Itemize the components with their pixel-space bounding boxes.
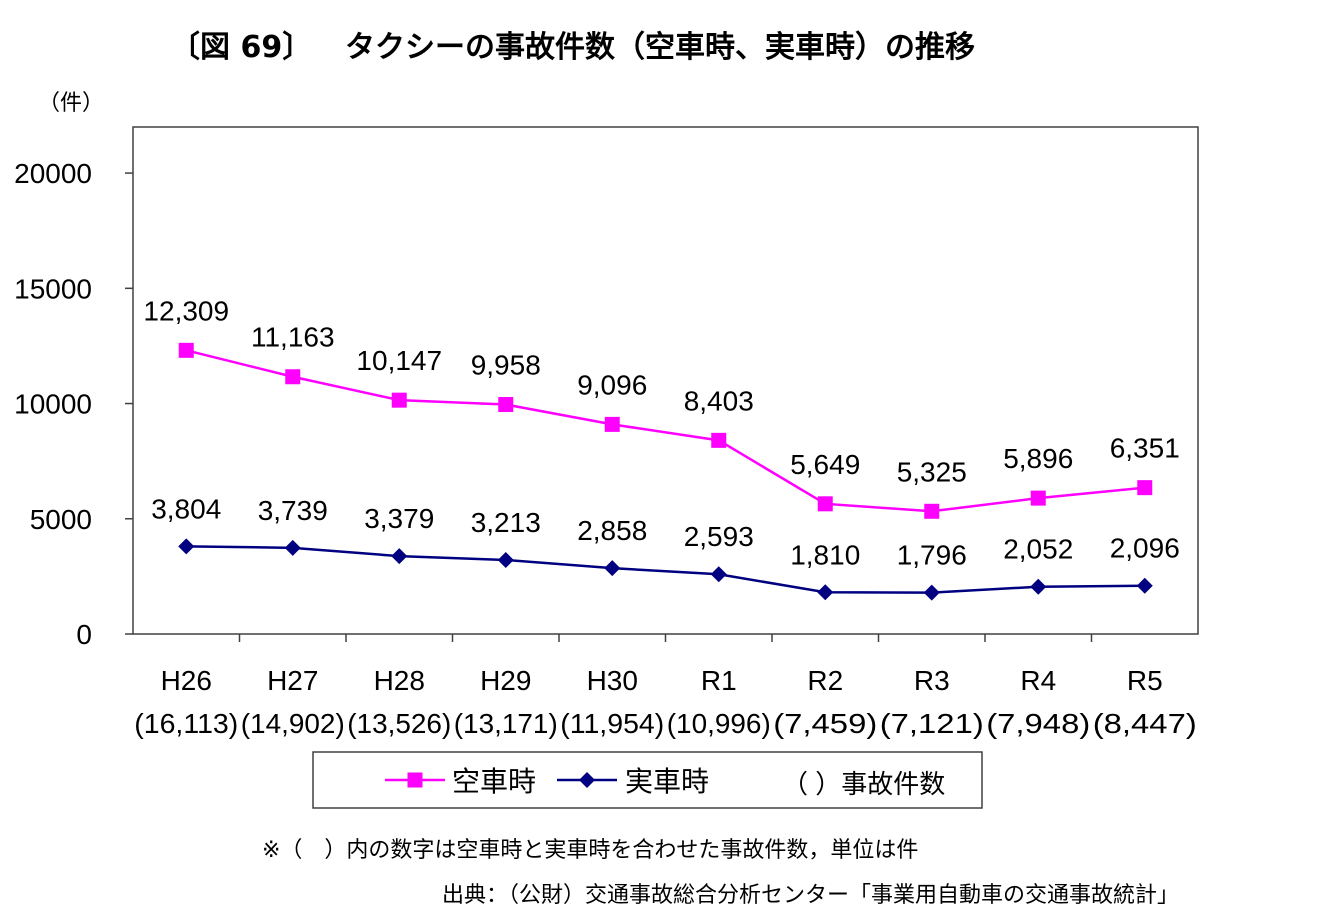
data-label: 2,858 (577, 515, 647, 546)
data-label: 3,804 (151, 493, 221, 524)
x-total-label: (14,902) (241, 708, 345, 739)
data-label: 9,096 (577, 369, 647, 400)
data-point-empty (711, 432, 727, 448)
y-tick-label: 10000 (14, 389, 92, 420)
data-label: 9,958 (471, 350, 541, 381)
data-point-empty (604, 416, 620, 432)
x-total-label: (10,996) (667, 708, 771, 739)
x-total-label: (7,948) (986, 708, 1090, 739)
x-total-label: (8,447) (1093, 708, 1197, 739)
data-label: 8,403 (684, 385, 754, 416)
data-point-empty (498, 397, 514, 413)
x-total-label: (13,171) (454, 708, 558, 739)
data-label: 5,325 (897, 456, 967, 487)
data-label: 1,796 (897, 540, 967, 571)
data-label: 2,052 (1003, 534, 1073, 565)
x-total-label: (11,954) (560, 708, 664, 739)
x-tick-label: H26 (161, 665, 212, 696)
y-tick-label: 0 (76, 619, 92, 650)
data-point-occupied (178, 538, 195, 555)
x-tick-label: R4 (1020, 665, 1056, 696)
data-point-occupied (1136, 577, 1153, 594)
x-tick-label: H30 (587, 665, 638, 696)
y-axis-unit-label: （件） (38, 90, 104, 115)
footnote: ※（ ）内の数字は空車時と実車時を合わせた事故件数，単位は件 (262, 838, 919, 863)
legend-label-empty: 空車時 (452, 766, 536, 797)
data-point-empty (1030, 490, 1046, 506)
legend-marker-occupied (579, 772, 595, 788)
title-text: タクシーの事故件数（空車時、実車時）の推移 (345, 30, 975, 65)
data-label: 3,739 (258, 495, 328, 526)
figure-label: 〔図 69〕 (170, 30, 313, 65)
x-total-label: (7,459) (773, 708, 877, 739)
data-point-occupied (710, 566, 727, 583)
data-point-empty (924, 503, 940, 519)
data-point-occupied (604, 560, 621, 577)
data-label: 2,593 (684, 521, 754, 552)
chart-title: 〔図 69〕 タクシーの事故件数（空車時、実車時）の推移 (0, 18, 1328, 68)
data-point-empty (817, 496, 833, 512)
data-label: 2,096 (1110, 533, 1180, 564)
data-label: 5,896 (1003, 443, 1073, 474)
x-tick-label: H27 (267, 665, 318, 696)
y-tick-label: 15000 (14, 273, 92, 304)
legend-marker-empty (407, 772, 423, 788)
data-point-occupied (497, 551, 514, 568)
data-point-empty (1137, 480, 1153, 496)
data-point-empty (178, 342, 194, 358)
data-point-occupied (1030, 578, 1047, 595)
x-tick-label: H28 (374, 665, 425, 696)
x-tick-label: R1 (701, 665, 737, 696)
x-total-label: (7,121) (880, 708, 984, 739)
series-line-empty (185, 349, 1145, 513)
y-tick-label: 20000 (14, 158, 92, 189)
data-label: 3,379 (364, 503, 434, 534)
data-label: 1,810 (790, 539, 860, 570)
data-label: 12,309 (143, 295, 229, 326)
data-label: 6,351 (1110, 433, 1180, 464)
source-citation: 出典：（公財）交通事故総合分析センター「事業用自動車の交通事故統計」 (442, 883, 1180, 908)
x-total-label: (13,526) (347, 708, 451, 739)
data-point-empty (391, 392, 407, 408)
data-label: 11,163 (251, 322, 335, 353)
data-label: 10,147 (356, 345, 442, 376)
x-total-label: (16,113) (134, 708, 238, 739)
data-point-occupied (923, 584, 940, 601)
x-tick-label: R5 (1127, 665, 1163, 696)
x-tick-label: R3 (914, 665, 950, 696)
data-label: 5,649 (790, 449, 860, 480)
data-point-occupied (391, 548, 408, 565)
x-tick-label: H29 (480, 665, 531, 696)
data-point-occupied (284, 539, 301, 556)
series-line-occupied (186, 545, 1145, 594)
data-point-occupied (817, 584, 834, 601)
data-point-empty (285, 369, 301, 385)
data-label: 3,213 (471, 507, 541, 538)
legend-label-occupied: 実車時 (625, 766, 709, 797)
legend-label-total: （ ）事故件数 (782, 769, 945, 799)
y-tick-label: 5000 (30, 504, 92, 535)
x-tick-label: R2 (807, 665, 843, 696)
